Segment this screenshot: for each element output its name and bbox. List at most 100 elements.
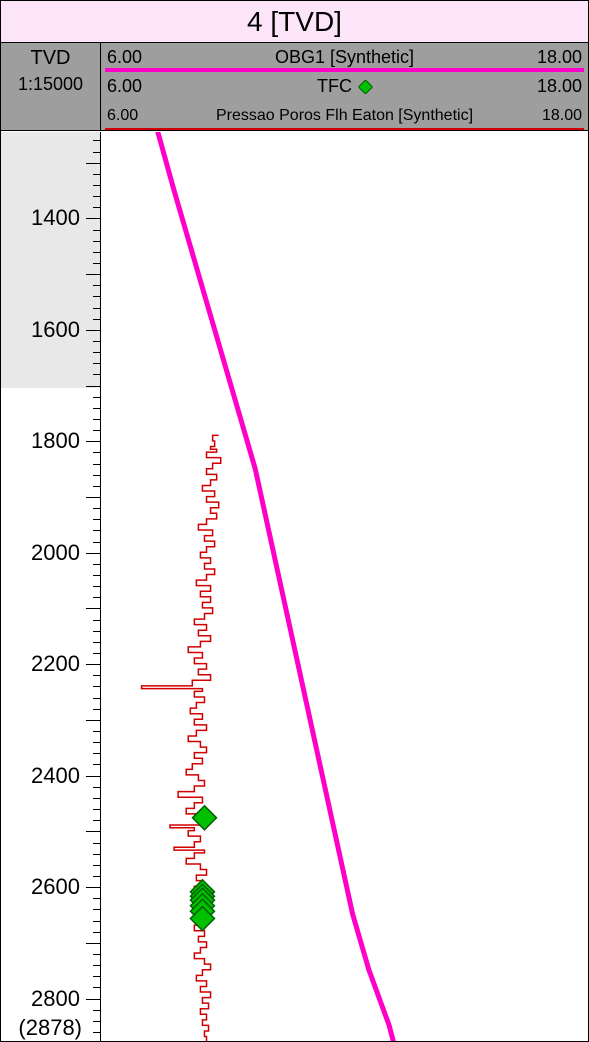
tick-minor — [93, 341, 100, 342]
depth-label: 2200 — [31, 651, 80, 677]
tick-minor — [93, 976, 100, 977]
tick-minor — [93, 909, 100, 910]
tick-major — [86, 943, 100, 944]
track-max: 18.00 — [537, 47, 582, 68]
tick-minor — [93, 263, 100, 264]
depth-grey-bg — [1, 132, 100, 388]
tick-minor — [93, 252, 100, 253]
tick-minor — [93, 475, 100, 476]
tick-minor — [93, 174, 100, 175]
tick-minor — [93, 296, 100, 297]
tick-minor — [93, 865, 100, 866]
tick-minor — [93, 1010, 100, 1011]
tick-minor — [93, 787, 100, 788]
tick-minor — [93, 319, 100, 320]
tick-minor — [93, 185, 100, 186]
tick-minor — [93, 798, 100, 799]
tick-major — [86, 608, 100, 609]
track-max: 18.00 — [537, 76, 582, 97]
tick-minor — [93, 843, 100, 844]
header-area: TVD 1:15000 6.00 OBG1 [Synthetic] 18.00 … — [1, 43, 588, 131]
tick-major — [86, 163, 100, 164]
track-header-tfc: 6.00 TFC 18.00 — [101, 72, 588, 101]
track-header-pressao: 6.00 Pressao Poros Flh Eaton [Synthetic]… — [101, 101, 588, 130]
depth-label: 2000 — [31, 540, 80, 566]
tick-minor — [93, 709, 100, 710]
track-header-obg: 6.00 OBG1 [Synthetic] 18.00 — [101, 43, 588, 72]
title-bar: 4 [TVD] — [1, 1, 588, 43]
tick-minor — [93, 954, 100, 955]
tick-minor — [93, 486, 100, 487]
tick-minor — [93, 932, 100, 933]
tick-minor — [93, 1021, 100, 1022]
tick-minor — [93, 152, 100, 153]
tick-minor — [93, 987, 100, 988]
chart-track — [101, 132, 588, 1041]
track-max: 18.00 — [542, 107, 582, 125]
depth-label: 2800 — [31, 986, 80, 1012]
track-name: Pressao Poros Flh Eaton [Synthetic] — [216, 107, 473, 125]
tick-minor — [93, 597, 100, 598]
tick-major — [86, 831, 100, 832]
depth-label: 2400 — [31, 763, 80, 789]
tick-minor — [93, 820, 100, 821]
track-min: 6.00 — [107, 76, 142, 97]
depth-scale: 1:15000 — [18, 74, 83, 95]
plot-area: 14001600180020002200240026002800 (2878) — [1, 132, 588, 1041]
tick-minor — [93, 631, 100, 632]
tick-minor — [93, 575, 100, 576]
tick-minor — [93, 653, 100, 654]
tick-major — [86, 274, 100, 275]
tick-major — [86, 330, 100, 331]
plot-title: 4 [TVD] — [247, 6, 342, 38]
tick-minor — [93, 854, 100, 855]
tick-minor — [93, 965, 100, 966]
tick-minor — [93, 675, 100, 676]
tick-minor — [93, 921, 100, 922]
tick-minor — [93, 352, 100, 353]
tick-minor — [93, 308, 100, 309]
tick-major — [86, 664, 100, 665]
tick-minor — [93, 419, 100, 420]
tick-minor — [93, 140, 100, 141]
depth-bottom-label: (2878) — [18, 1015, 82, 1041]
tick-major — [86, 497, 100, 498]
tick-minor — [93, 530, 100, 531]
tick-major — [86, 999, 100, 1000]
tick-minor — [93, 452, 100, 453]
tick-minor — [93, 363, 100, 364]
tick-major — [86, 553, 100, 554]
depth-label: 2600 — [31, 874, 80, 900]
pressao-curve — [142, 435, 221, 1041]
tick-major — [86, 218, 100, 219]
tick-major — [86, 776, 100, 777]
tick-minor — [93, 898, 100, 899]
tick-minor — [93, 207, 100, 208]
depth-label: 1600 — [31, 317, 80, 343]
depth-label: 1800 — [31, 428, 80, 454]
tick-minor — [93, 686, 100, 687]
track-min: 6.00 — [107, 47, 142, 68]
track-name: OBG1 [Synthetic] — [275, 47, 414, 68]
tfc-marker — [192, 806, 216, 830]
chart-svg — [101, 132, 588, 1041]
tick-major — [86, 441, 100, 442]
tick-minor — [93, 620, 100, 621]
tick-minor — [93, 742, 100, 743]
tick-major — [86, 887, 100, 888]
log-plot-container: 4 [TVD] TVD 1:15000 6.00 OBG1 [Synthetic… — [0, 0, 589, 1042]
tick-minor — [93, 464, 100, 465]
tick-minor — [93, 809, 100, 810]
depth-header-box: TVD 1:15000 — [1, 43, 101, 130]
tick-minor — [93, 731, 100, 732]
depth-track: 14001600180020002200240026002800 (2878) — [1, 132, 101, 1041]
tick-minor — [93, 285, 100, 286]
tick-minor — [93, 508, 100, 509]
tick-minor — [93, 586, 100, 587]
track-min: 6.00 — [107, 107, 138, 125]
tick-minor — [93, 642, 100, 643]
tick-minor — [93, 764, 100, 765]
tick-minor — [93, 241, 100, 242]
tick-minor — [93, 698, 100, 699]
tick-minor — [93, 564, 100, 565]
